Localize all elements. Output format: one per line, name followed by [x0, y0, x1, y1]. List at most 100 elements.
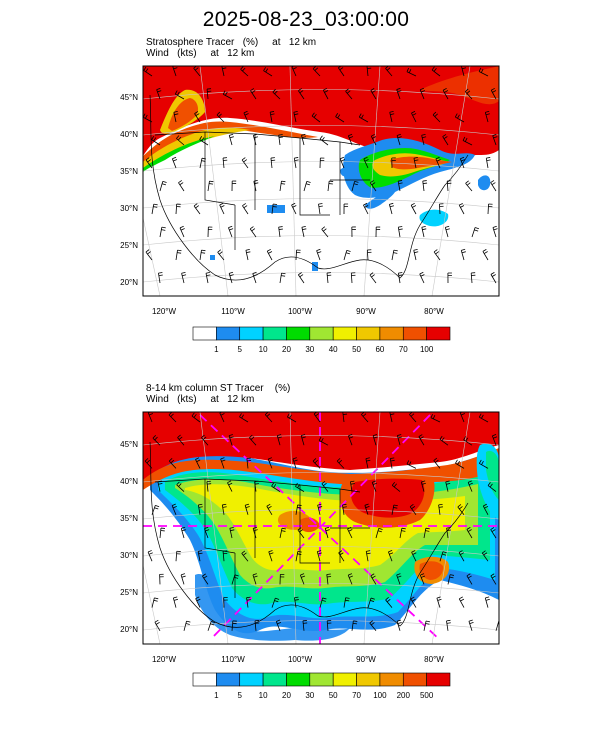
colorbar-label: 5 [238, 345, 243, 354]
wind-barb [318, 436, 329, 446]
lat-label: 35°N [120, 167, 138, 176]
colorbar-box [332, 672, 357, 687]
wind-barb [267, 457, 273, 469]
wind-barb [321, 480, 329, 492]
wind-barb [335, 113, 345, 123]
wind-barb [470, 272, 476, 284]
wind-barb [324, 526, 330, 539]
wind-barb [366, 249, 372, 261]
wind-barb [176, 135, 185, 146]
colorbar-label: 1 [214, 345, 219, 354]
wind-barb [171, 503, 177, 515]
lon-label: 90°W [356, 307, 376, 316]
colorbar-box [309, 326, 334, 341]
wind-barb [175, 550, 181, 562]
wind-barb [439, 551, 447, 562]
wind-barb [406, 67, 417, 77]
wind-barb [371, 480, 377, 492]
top-boundaries [149, 94, 469, 281]
wind-barb [481, 550, 489, 562]
lat-label: 30°N [120, 204, 138, 213]
colorbar-box [379, 672, 404, 687]
wind-barb [490, 180, 497, 192]
top-lon-labels: 120°W 110°W 100°W 90°W 80°W [152, 307, 444, 316]
wind-barb [363, 156, 369, 169]
wind-barb [223, 597, 228, 608]
bottom-map-frame [142, 411, 500, 645]
top-map: 45°N 40°N 35°N 30°N 25°N 20°N 120°W 110°… [120, 65, 500, 354]
wind-barb [145, 249, 153, 261]
colorbar-label: 30 [305, 691, 314, 700]
wind-barb [151, 203, 158, 215]
wind-barb [254, 480, 259, 492]
wind-barb [263, 67, 273, 77]
wind-barb [174, 90, 185, 100]
wind-barb [351, 620, 358, 631]
wind-barb [297, 527, 305, 539]
wind-barb [389, 110, 395, 123]
wind-barb [246, 596, 251, 608]
wind-barb [365, 457, 371, 469]
wind-barb [397, 272, 403, 284]
bottom-lon-labels: 120°W 110°W 100°W 90°W 80°W [152, 655, 444, 664]
lon-label: 100°W [288, 307, 313, 316]
wind-barb [197, 503, 203, 515]
wind-barb [272, 88, 281, 100]
wind-barb [300, 434, 306, 446]
colorbar-box [239, 672, 264, 687]
wind-barb [240, 66, 249, 77]
wind-barb [422, 180, 428, 192]
colorbar-label: 10 [259, 345, 268, 354]
wind-barb [446, 527, 451, 539]
wind-barb [364, 503, 370, 515]
wind-barb [298, 272, 305, 284]
wind-barb [490, 87, 497, 100]
wind-barb [491, 434, 498, 446]
wind-barb [326, 272, 332, 284]
wind-barb [168, 458, 177, 469]
wind-barb [459, 156, 466, 169]
wind-barb [301, 133, 307, 146]
wind-barb [336, 458, 345, 469]
wind-barb [460, 248, 466, 261]
top-panel-subtitle-wind: Wind (kts) at 12 km [146, 48, 255, 59]
colorbar-label: 70 [352, 691, 361, 700]
wind-barb [217, 249, 225, 261]
wind-barb [463, 436, 473, 446]
wind-barb [338, 550, 345, 562]
lat-label: 25°N [120, 588, 138, 597]
wind-barb [206, 88, 212, 100]
wind-barb [396, 573, 402, 585]
wind-barb [433, 249, 441, 261]
wind-barb [419, 87, 425, 100]
wind-barb [241, 550, 249, 562]
wind-barb [391, 249, 398, 261]
wind-barb [252, 526, 258, 539]
lon-label: 100°W [288, 655, 313, 664]
top-wind-barbs [143, 66, 498, 284]
wind-barb [195, 457, 201, 469]
wind-barb [370, 88, 377, 100]
bottom-map: 45°N 40°N 35°N 30°N 25°N 20°N 120°W 110°… [120, 411, 500, 700]
wind-barb [467, 480, 473, 492]
wind-barb [276, 434, 282, 446]
colorbar-box [262, 326, 287, 341]
wind-barb [447, 272, 452, 284]
wind-barb [303, 181, 311, 192]
wind-barb [151, 136, 161, 146]
top-map-frame [142, 65, 500, 297]
wind-barb [343, 203, 349, 215]
wind-barb [313, 412, 321, 423]
wind-barb [291, 202, 297, 215]
wind-barb [413, 156, 419, 169]
colorbar-label: 50 [352, 345, 361, 354]
colorbar-box [216, 672, 241, 687]
wind-barb [363, 202, 369, 215]
wind-barb [207, 226, 213, 238]
wind-barb [228, 133, 234, 146]
wind-barb [178, 180, 185, 192]
wind-barb [279, 527, 286, 539]
wind-barb [243, 110, 249, 123]
wind-barb [465, 180, 473, 192]
